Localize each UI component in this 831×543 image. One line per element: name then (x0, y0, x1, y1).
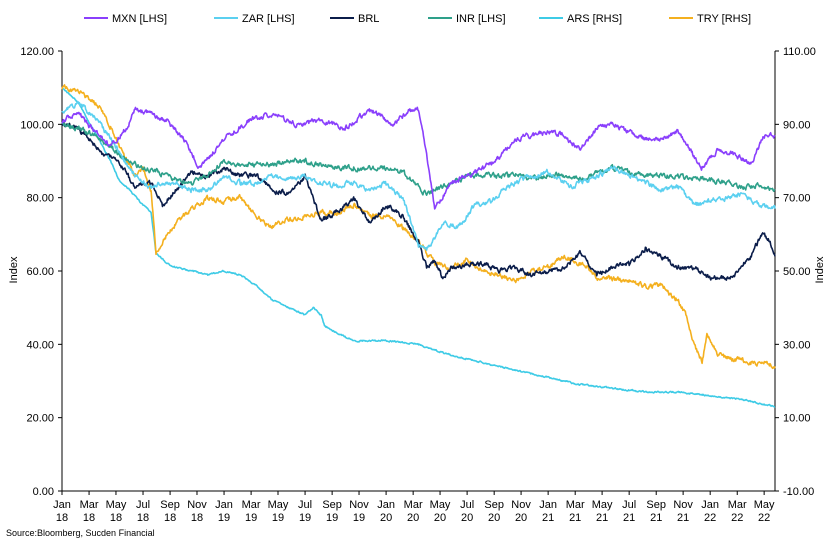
x-tick-month: Sep (160, 499, 180, 511)
x-tick-month: May (592, 499, 613, 511)
x-tick-month: Mar (566, 499, 585, 511)
x-tick-year: 19 (353, 512, 365, 524)
x-tick-month: Mar (404, 499, 423, 511)
x-tick-year: 21 (542, 512, 554, 524)
x-tick-month: May (268, 499, 289, 511)
x-tick-year: 20 (434, 512, 446, 524)
series-line-3 (61, 122, 776, 196)
x-tick-year: 20 (407, 512, 419, 524)
x-tick-month: May (754, 499, 775, 511)
x-tick-month: Jul (298, 499, 312, 511)
x-tick-month: Nov (349, 499, 369, 511)
x-tick-year: 18 (164, 512, 176, 524)
y-right-tick-label: 90.00 (783, 119, 811, 131)
x-tick-year: 18 (56, 512, 68, 524)
x-tick-month: Jan (377, 499, 395, 511)
y-axis-right-label: Index (814, 256, 826, 283)
legend: MXN [LHS] ZAR [LHS] BRL INR [LHS] ARS [RHS] T… (84, 13, 751, 25)
legend-label-4: ARS [RHS] (567, 13, 622, 25)
series-line-5 (61, 84, 776, 370)
y-left-tick-label: 80.00 (26, 193, 54, 205)
axes: 0.00 20.00 40.00 60.00 80.00 100.00 120.00 -10.… (20, 46, 815, 524)
x-tick-year: 19 (326, 512, 338, 524)
x-tick-month: May (106, 499, 127, 511)
x-tick-year: 19 (272, 512, 284, 524)
y-right-tick-label: 110.00 (783, 46, 816, 58)
x-tick-year: 21 (569, 512, 581, 524)
y-left-tick-label: 120.00 (20, 46, 54, 58)
x-tick-month: Jan (539, 499, 557, 511)
y-right-tick-label: 10.00 (783, 413, 811, 425)
series-line-0 (61, 106, 776, 210)
x-tick-month: Mar (728, 499, 747, 511)
legend-label-3: INR [LHS] (456, 13, 506, 25)
x-tick-month: Nov (511, 499, 531, 511)
x-tick-month: Sep (646, 499, 666, 511)
x-tick-year: 22 (704, 512, 716, 524)
x-tick-year: 20 (461, 512, 473, 524)
y-right-tick-label: 50.00 (783, 266, 811, 278)
x-tick-year: 19 (245, 512, 257, 524)
y-left-tick-label: 100.00 (20, 119, 54, 131)
y-left-tick-label: 20.00 (26, 413, 54, 425)
x-tick-month: Jan (701, 499, 719, 511)
y-left-tick-label: 0.00 (33, 486, 54, 498)
y-right-tick-label: 30.00 (783, 339, 811, 351)
legend-label-1: ZAR [LHS] (242, 13, 295, 25)
series-line-1 (61, 100, 776, 251)
x-tick-month: Sep (484, 499, 504, 511)
x-tick-month: Jul (622, 499, 636, 511)
x-tick-year: 19 (299, 512, 311, 524)
plot-area (61, 84, 776, 408)
legend-label-0: MXN [LHS] (112, 13, 167, 25)
x-tick-year: 22 (758, 512, 770, 524)
x-tick-month: Mar (242, 499, 261, 511)
x-tick-year: 20 (488, 512, 500, 524)
x-tick-month: Mar (80, 499, 99, 511)
series-line-4 (61, 87, 776, 408)
source-note: Source:Bloomberg, Sucden Financial (6, 528, 155, 538)
x-tick-month: Jan (215, 499, 233, 511)
x-tick-year: 21 (650, 512, 662, 524)
x-tick-year: 20 (515, 512, 527, 524)
x-tick-month: Jul (136, 499, 150, 511)
x-tick-month: Sep (322, 499, 342, 511)
x-tick-month: Nov (187, 499, 207, 511)
y-axis-left-label: Index (8, 256, 20, 283)
y-right-tick-label: -10.00 (783, 486, 814, 498)
legend-label-5: TRY [RHS] (697, 13, 751, 25)
x-tick-year: 18 (137, 512, 149, 524)
x-tick-month: Jan (53, 499, 71, 511)
series-line-2 (61, 122, 776, 281)
y-left-tick-label: 60.00 (26, 266, 54, 278)
x-tick-year: 21 (677, 512, 689, 524)
x-tick-year: 21 (596, 512, 608, 524)
x-tick-year: 18 (110, 512, 122, 524)
x-tick-year: 19 (218, 512, 230, 524)
x-tick-year: 18 (191, 512, 203, 524)
x-tick-year: 22 (731, 512, 743, 524)
x-tick-month: May (430, 499, 451, 511)
x-tick-year: 21 (623, 512, 635, 524)
y-right-tick-label: 70.00 (783, 193, 811, 205)
x-tick-year: 20 (380, 512, 392, 524)
x-tick-month: Nov (673, 499, 693, 511)
x-tick-month: Jul (460, 499, 474, 511)
legend-label-2: BRL (358, 13, 379, 25)
y-left-tick-label: 40.00 (26, 339, 54, 351)
x-tick-year: 18 (83, 512, 95, 524)
